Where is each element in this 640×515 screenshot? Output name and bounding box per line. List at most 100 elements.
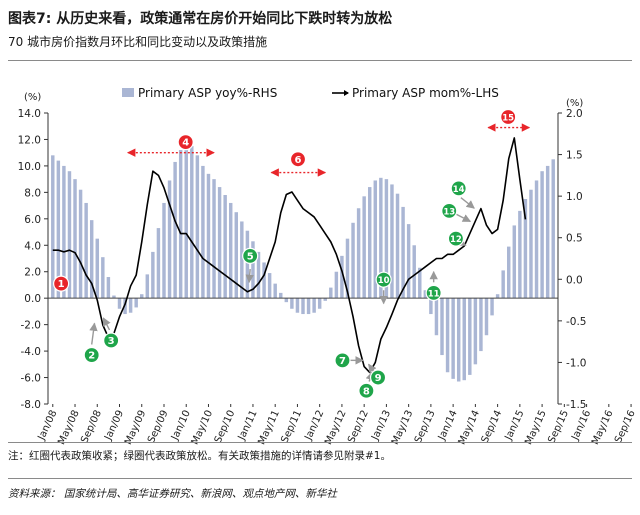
x-tick-label: May/15 [523,409,549,447]
yoy-bar [479,298,483,352]
left-tick-label: 6.0 [24,214,41,226]
page-title: 图表7: 从历史来看，政策通常在房价开始同比下跌时转为放松 [8,11,393,27]
yoy-bar [228,202,233,299]
yoy-bar [51,155,55,299]
yoy-bar [384,179,389,299]
yoy-bar [78,189,83,299]
note-divider [8,442,632,443]
yoy-bar [507,246,511,299]
left-tick-label: 14.0 [18,108,41,120]
yoy-bar [156,228,161,299]
policy-marker-label: 2 [88,351,95,362]
yoy-bar [273,283,277,299]
annotation-arrow [368,363,377,373]
yoy-bar [217,187,222,299]
yoy-bar [495,294,500,299]
mom-line [52,137,527,374]
x-tick-label: May/08 [56,409,82,447]
policy-marker-label: 14 [453,185,465,195]
x-tick-label: May/11 [256,409,282,447]
left-tick-label: 0.0 [24,293,41,305]
yoy-bar [134,298,138,308]
green-policy-marker [425,284,442,301]
green-policy-marker [369,369,387,386]
x-tick-label: May/10 [190,409,216,447]
yoy-bar [223,195,227,299]
yoy-bar [423,290,428,299]
yoy-bar [462,298,466,381]
right-tick-label: 1.5 [566,150,583,162]
yoy-bar [117,298,122,309]
data-source: 资料来源： 国家统计局、高华证券研究、新浪网、观点地产网、新华社 [8,488,337,500]
yoy-bar [373,180,378,299]
left-tick-label: 2.0 [24,267,41,279]
left-tick-label: 8.0 [24,187,41,199]
green-policy-marker [375,271,392,288]
legend-line-arrowhead [344,90,349,96]
source-divider [8,478,632,479]
policy-marker-label: 5 [247,251,254,262]
x-tick-label: Sep/13 [413,409,438,445]
policy-marker-label: 9 [375,373,382,384]
red-policy-marker [289,151,307,168]
left-tick-label: 12.0 [18,134,41,146]
yoy-bar [312,298,316,313]
yoy-bar [284,298,289,303]
yoy-bar [379,177,383,299]
yoy-bar [551,159,555,299]
green-policy-marker [242,247,259,264]
yoy-bar [290,298,294,309]
yoy-bar [262,262,266,299]
yoy-bar [151,251,155,299]
yoy-bar [368,187,372,299]
policy-marker-label: 1 [58,279,65,290]
policy-marker-label: 8 [363,386,370,397]
yoy-bar [451,298,455,379]
green-policy-marker [83,346,100,364]
x-tick-label: May/16 [590,409,616,447]
yoy-bar [62,165,66,299]
right-tick-label: 0.0 [566,274,583,286]
yoy-bar [128,298,133,313]
x-tick-label: Sep/16 [613,409,638,445]
right-tick-label: 2.0 [566,108,583,120]
yoy-bar [251,241,255,299]
yoy-bar [101,257,105,299]
yoy-bar [56,160,61,299]
right-tick-label: -1.5 [566,399,587,411]
x-tick-label: Jan/11 [236,409,260,443]
yoy-bar [145,274,150,299]
policy-marker-label: 4 [182,138,189,149]
chart-axes: (%)(%)14.012.010.08.06.04.02.00.0-2.0-4.… [18,92,638,447]
annotation-arrow [460,197,475,209]
red-policy-marker [500,108,517,126]
yoy-bar [468,298,472,375]
x-tick-label: May/14 [457,409,483,447]
mom-series-line [52,137,527,374]
yoy-bar [351,222,355,299]
x-tick-label: Jan/12 [303,409,327,443]
annotation-arrow [102,317,111,331]
yoy-bars [51,146,555,382]
right-axis-unit: (%) [566,98,583,109]
yoy-bar [201,165,205,299]
x-tick-label: Sep/10 [213,409,238,445]
yoy-bar [73,179,77,299]
legend-line-label: Primary ASP mom%-LHS [352,86,499,100]
yoy-bar [234,212,238,299]
left-tick-label: 10.0 [18,161,41,173]
yoy-bar [295,298,300,313]
left-axis-unit: (%) [24,92,41,103]
x-tick-label: Jan/15 [503,409,527,443]
yoy-bar [245,230,250,299]
policy-marker-label: 12 [450,235,462,245]
green-policy-marker [334,352,351,369]
red-policy-marker [53,275,70,292]
yoy-bar [445,298,450,373]
yoy-bar [534,180,539,299]
legend-bar-swatch [122,88,134,97]
yoy-bar [206,173,211,299]
yoy-bar [334,271,339,299]
yoy-bar [429,298,433,315]
